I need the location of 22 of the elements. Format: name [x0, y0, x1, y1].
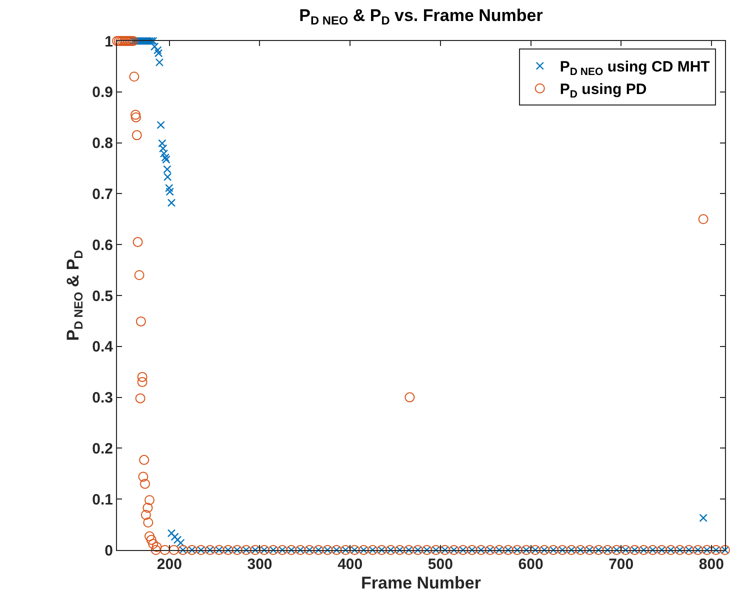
y-tick-label: 0.8 [92, 135, 113, 152]
legend-label: P$_{D}$ using PD [560, 81, 647, 100]
chart-title: P$_{D NEO}$ & P$_{D}$ vs. Frame Number [299, 6, 544, 28]
y-tick-label: 0.7 [92, 186, 113, 203]
x-axis-title: Frame Number [361, 573, 482, 592]
x-tick-label: 400 [338, 556, 363, 573]
y-tick-label: 0.2 [92, 440, 113, 458]
x-tick-label: 700 [608, 556, 634, 573]
x-tick-label: 300 [247, 556, 272, 573]
y-tick-label: 0.9 [92, 84, 113, 102]
x-tick-label: 800 [698, 556, 724, 573]
y-tick-label: 0.1 [92, 491, 113, 508]
y-tick-label: 0.6 [92, 236, 113, 254]
y-tick-label: 1 [104, 33, 113, 50]
x-tick-label: 500 [428, 556, 453, 573]
legend-label: P$_{D NEO}$ using CD MHT [560, 58, 710, 78]
y-tick-label: 0.3 [92, 390, 113, 407]
y-tick-label: 0 [104, 542, 113, 560]
y-tick-label: 0.4 [92, 338, 114, 356]
x-tick-label: 600 [518, 556, 544, 573]
x-tick-label: 200 [156, 556, 182, 573]
y-tick-label: 0.5 [92, 288, 113, 305]
